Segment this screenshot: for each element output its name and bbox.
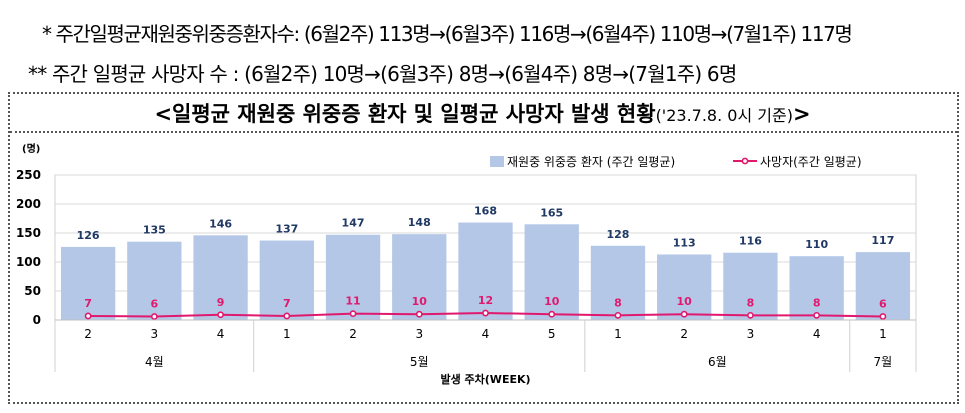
y-tick-label: 0 bbox=[33, 313, 41, 327]
y-tick-label: 50 bbox=[24, 284, 41, 298]
x-tick-label: 3 bbox=[415, 327, 423, 341]
bar bbox=[458, 222, 513, 320]
legend-line-label: 사망자(주간 일평균) bbox=[760, 155, 862, 169]
deaths-point bbox=[879, 313, 887, 320]
x-tick-label: 1 bbox=[614, 327, 622, 341]
deaths-value-label: 8 bbox=[813, 296, 821, 309]
deaths-value-label: 6 bbox=[879, 298, 887, 311]
bar-value-label: 110 bbox=[805, 238, 828, 251]
deaths-point bbox=[614, 311, 622, 319]
x-tick-label: 2 bbox=[349, 327, 357, 341]
deaths-point bbox=[548, 310, 556, 318]
bar bbox=[60, 246, 116, 320]
y-axis-unit: (명) bbox=[22, 142, 40, 155]
weekly-deaths-note: ** 주간 일평균 사망자 수 : (6월2주) 10명→(6월3주) 8명→(… bbox=[28, 62, 737, 86]
deaths-point bbox=[283, 312, 291, 320]
deaths-value-label: 8 bbox=[614, 296, 622, 309]
deaths-point bbox=[150, 313, 158, 320]
y-tick-label: 150 bbox=[16, 226, 41, 240]
y-tick-label: 250 bbox=[16, 168, 41, 182]
deaths-point bbox=[747, 311, 754, 319]
bar-value-label: 116 bbox=[739, 235, 762, 248]
month-label: 4월 bbox=[145, 355, 164, 369]
bar-value-label: 168 bbox=[474, 205, 497, 218]
deaths-value-label: 9 bbox=[217, 296, 225, 309]
bar bbox=[855, 252, 911, 320]
deaths-value-label: 10 bbox=[544, 295, 560, 308]
x-tick-label: 4 bbox=[813, 327, 821, 341]
bar bbox=[193, 235, 248, 320]
y-tick-label: 100 bbox=[16, 255, 41, 269]
x-tick-label: 4 bbox=[482, 327, 490, 341]
bar-value-label: 117 bbox=[871, 234, 894, 247]
deaths-value-label: 10 bbox=[677, 295, 693, 308]
chart-title: <일평균 재원중 위중증 환자 및 일평균 사망자 발생 현황('23.7.8.… bbox=[0, 98, 965, 128]
x-tick-label: 4 bbox=[217, 327, 225, 341]
deaths-point bbox=[813, 311, 821, 319]
title-divider bbox=[10, 131, 957, 133]
bar-value-label: 113 bbox=[673, 236, 696, 249]
chart-title-main: <일평균 재원중 위중증 환자 및 일평균 사망자 발생 현황 bbox=[154, 102, 656, 126]
y-tick-label: 200 bbox=[16, 197, 41, 211]
bar-value-label: 126 bbox=[77, 229, 100, 242]
bar bbox=[392, 234, 447, 320]
month-label: 7월 bbox=[874, 355, 893, 369]
bar bbox=[259, 240, 314, 320]
x-tick-label: 2 bbox=[84, 327, 92, 341]
bar-value-label: 148 bbox=[408, 216, 431, 229]
x-tick-label: 3 bbox=[151, 327, 159, 341]
deaths-point bbox=[349, 310, 357, 318]
chart-title-date: ('23.7.8. 0시 기준) bbox=[655, 106, 793, 125]
bar bbox=[789, 256, 844, 320]
x-tick-label: 1 bbox=[879, 327, 887, 341]
bar-value-label: 147 bbox=[342, 217, 365, 230]
bar bbox=[127, 241, 182, 320]
bar-value-label: 128 bbox=[606, 228, 629, 241]
deaths-point bbox=[482, 309, 489, 317]
bar bbox=[657, 254, 712, 320]
bar bbox=[723, 252, 778, 320]
bar-value-label: 137 bbox=[275, 223, 298, 236]
deaths-point bbox=[217, 311, 224, 319]
legend-line-marker bbox=[741, 157, 749, 165]
deaths-value-label: 7 bbox=[84, 297, 92, 310]
chart-title-close: > bbox=[792, 102, 811, 126]
bar-value-label: 165 bbox=[540, 206, 563, 219]
x-tick-label: 5 bbox=[548, 327, 556, 341]
weekly-severe-patients-note: * 주간일평균재원중위중증환자수: (6월2주) 113명→(6월3주) 116… bbox=[42, 22, 853, 46]
legend-bar-label: 재원중 위중증 환자 (주간 일평균) bbox=[507, 155, 675, 169]
bar-value-label: 146 bbox=[209, 217, 232, 230]
x-tick-label: 3 bbox=[747, 327, 755, 341]
legend-bar-swatch bbox=[490, 156, 504, 167]
deaths-point bbox=[680, 310, 688, 318]
deaths-value-label: 8 bbox=[747, 296, 755, 309]
deaths-value-label: 11 bbox=[345, 295, 360, 308]
month-label: 6월 bbox=[708, 355, 727, 369]
deaths-value-label: 6 bbox=[151, 298, 159, 311]
bar-value-label: 135 bbox=[143, 224, 166, 237]
deaths-point bbox=[84, 312, 92, 320]
month-label: 5월 bbox=[410, 355, 429, 369]
x-axis-title: 발생 주차(WEEK) bbox=[440, 372, 530, 386]
x-tick-label: 1 bbox=[283, 327, 291, 341]
deaths-value-label: 12 bbox=[478, 294, 493, 307]
deaths-value-label: 7 bbox=[283, 297, 291, 310]
bar bbox=[524, 224, 579, 320]
bar bbox=[325, 234, 381, 320]
x-tick-label: 2 bbox=[680, 327, 688, 341]
bar bbox=[590, 245, 646, 320]
chart-frame bbox=[8, 92, 959, 404]
deaths-point bbox=[415, 310, 423, 318]
deaths-value-label: 10 bbox=[412, 295, 428, 308]
